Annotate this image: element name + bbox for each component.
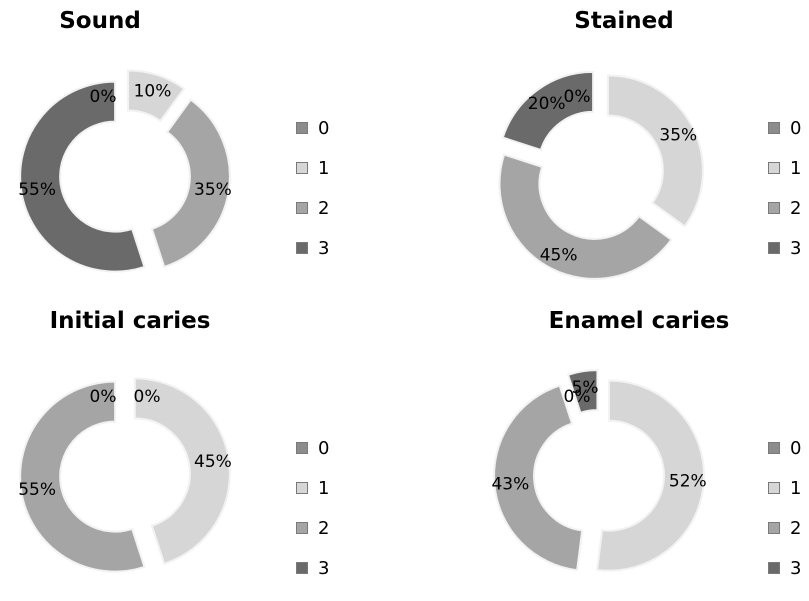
legend-label: 2 [790,198,802,219]
donut-slice-3 [501,70,595,152]
slice-data-label: 35% [659,126,697,146]
chart-panel-stained: Stained 35% 45% 20% 0% 0 1 2 3 [404,0,808,300]
donut-slice-2 [493,384,584,572]
slice-data-label: 0% [564,87,591,107]
legend-label: 0 [318,438,330,459]
legend-label: 3 [790,238,802,259]
slice-data-label: 0% [90,87,117,107]
legend-label: 3 [318,238,330,259]
donut-slice-1 [133,377,231,566]
slice-data-label: 20% [528,94,566,114]
chart-panel-initial-caries: Initial caries 45% 55% 0% 0% 0 1 2 3 [0,300,404,600]
legend-swatch [296,522,308,534]
legend-swatch [768,442,780,454]
legend-swatch [768,242,780,254]
slice-data-label: 35% [194,180,232,200]
slice-data-label: 45% [194,452,232,472]
legend-swatch [296,562,308,574]
legend-label: 0 [790,438,802,459]
legend-label: 0 [790,118,802,139]
slice-data-label: 0% [134,387,161,407]
slice-data-label: 52% [669,472,707,492]
legend-label: 1 [790,478,802,499]
slice-data-label: 55% [18,480,56,500]
donut-slice-2 [498,153,673,280]
legend-label: 2 [790,518,802,539]
legend-swatch [296,162,308,174]
legend-swatch [296,122,308,134]
legend-swatch [768,482,780,494]
donut-chart: 10% 35% 55% 0% [18,69,232,273]
legend-label: 3 [318,558,330,579]
chart-title: Stained [574,8,674,34]
slice-data-label: 43% [491,474,529,494]
legend-label: 1 [318,478,330,499]
legend-swatch [768,122,780,134]
donut-chart: 45% 55% 0% 0% [18,377,232,573]
legend-swatch [296,202,308,214]
legend-swatch [768,202,780,214]
legend-swatch [768,162,780,174]
donut-chart: 35% 45% 20%0% [498,70,704,280]
chart-title: Sound [59,8,141,34]
slice-data-label: 5% [572,378,599,398]
donut-slice-3 [19,80,146,273]
legend-label: 2 [318,518,330,539]
slice-data-label: 55% [18,180,56,200]
chart-panel-sound: Sound 10% 35% 55% 0% 0 1 2 3 [0,0,404,300]
slice-data-label: 0% [564,387,591,407]
donut-slice-1 [127,69,186,123]
legend-label: 2 [318,198,330,219]
slice-data-label: 45% [540,245,578,265]
legend-label: 1 [318,158,330,179]
legend-swatch [296,482,308,494]
donut-slice-1 [606,74,704,228]
donut-slice-2 [150,98,231,269]
chart-panel-enamel-caries: Enamel caries 52% 43% 5% 0% 0 1 2 3 [404,300,808,600]
chart-title: Enamel caries [548,308,730,334]
legend-label: 1 [790,158,802,179]
legend-label: 3 [790,558,802,579]
donut-slice-3 [566,369,599,415]
legend-swatch [768,562,780,574]
legend-swatch [296,442,308,454]
slice-data-label: 10% [134,81,172,101]
slice-data-label: 0% [90,387,117,407]
legend-swatch [296,242,308,254]
donut-chart: 52% 43% 5%0% [491,369,707,572]
legend-label: 0 [318,118,330,139]
legend-swatch [768,522,780,534]
chart-title: Initial caries [49,308,211,334]
donut-slice-1 [595,379,705,572]
donut-slice-2 [19,380,146,573]
